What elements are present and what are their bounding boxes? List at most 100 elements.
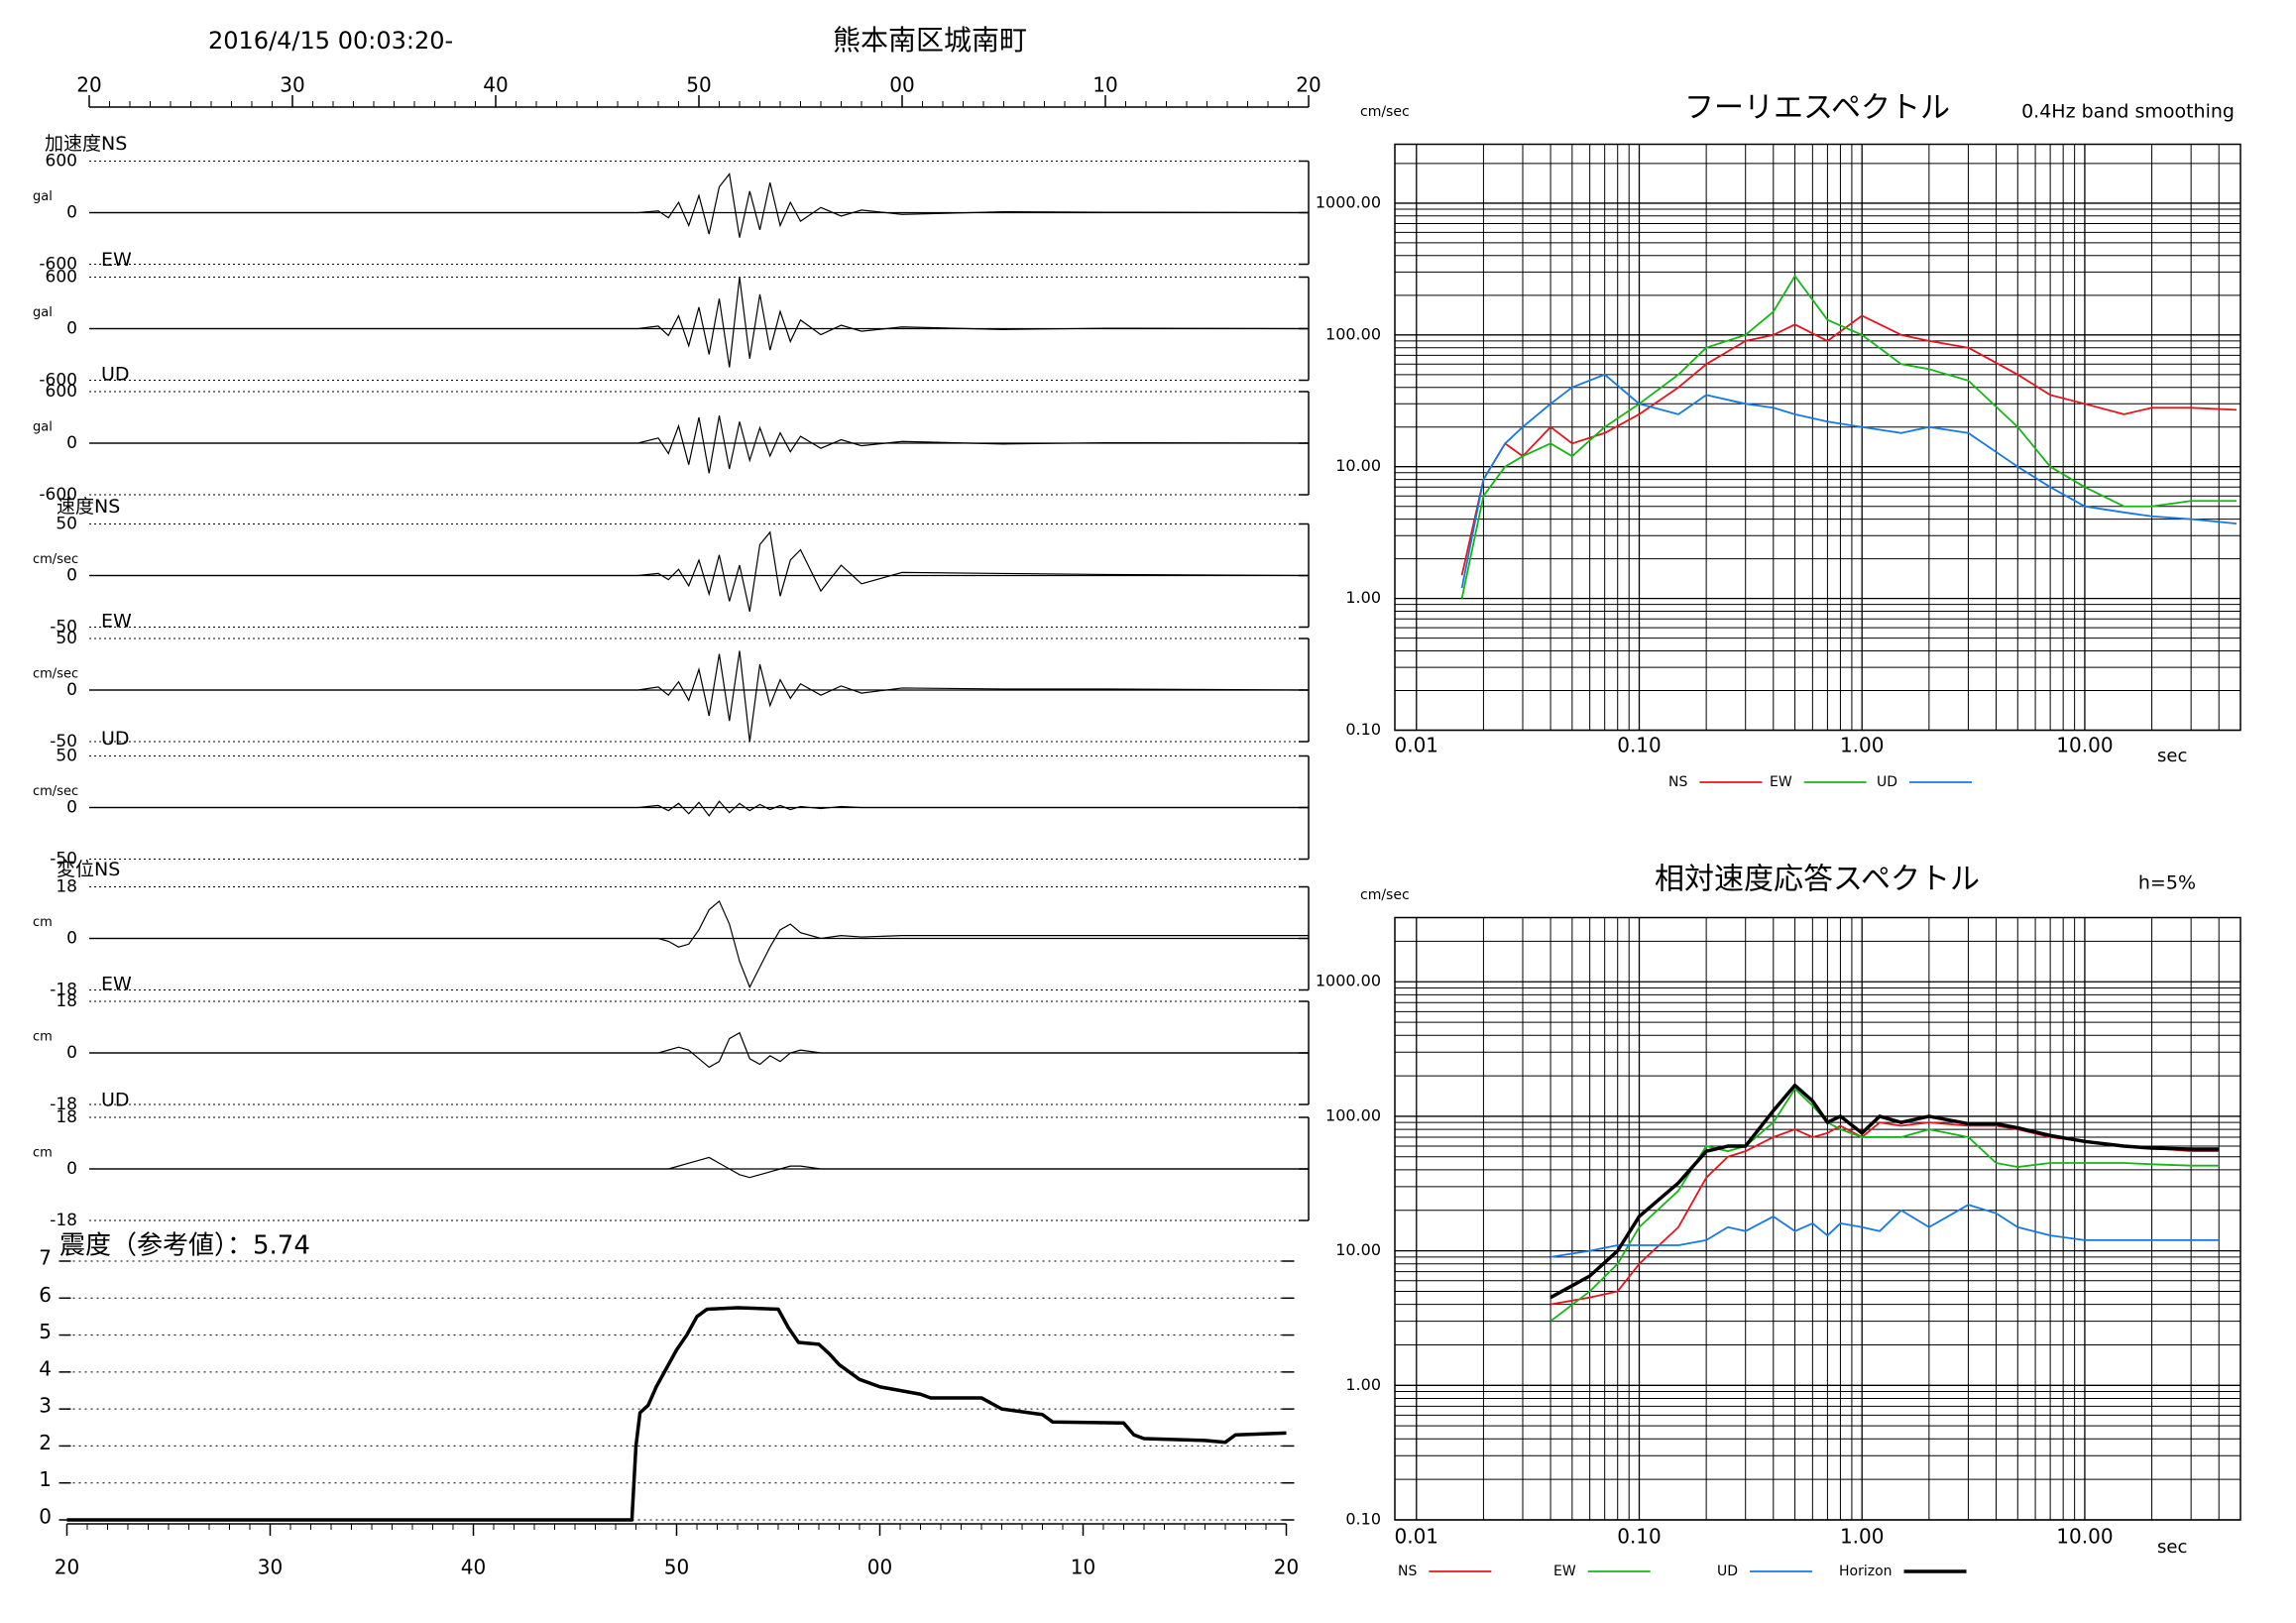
waveform-line xyxy=(89,530,1310,613)
y-tick-label: 0 xyxy=(66,1159,77,1179)
x-tick-label: 40 xyxy=(483,73,508,97)
waveform-line xyxy=(89,415,1310,474)
x-tick-label: 50 xyxy=(686,73,711,97)
legend-label: UD xyxy=(1717,1564,1738,1579)
y-tick-label: 18 xyxy=(56,991,77,1011)
y-tick-label: 0 xyxy=(39,1505,52,1529)
y-tick-label: 7 xyxy=(39,1246,52,1270)
unit-label: cm xyxy=(33,1030,53,1045)
legend-label: NS xyxy=(1398,1564,1417,1579)
waveform-line xyxy=(89,899,1309,989)
channel-label: UD xyxy=(101,364,130,386)
y-axis-label: cm/sec xyxy=(1360,887,1410,903)
x-tick-label: 10.00 xyxy=(2056,1525,2113,1549)
series-line xyxy=(1460,314,2238,576)
y-tick-label: 50 xyxy=(56,515,77,534)
y-tick-label: 3 xyxy=(39,1394,52,1418)
series-line xyxy=(1460,275,2238,599)
legend-label: UD xyxy=(1877,774,1897,790)
unit-label: cm xyxy=(33,1146,53,1161)
x-tick-label: 0.01 xyxy=(1395,1525,1439,1549)
x-tick-label: 00 xyxy=(889,73,914,97)
plot-frame xyxy=(1394,916,2241,1521)
x-tick-label: 30 xyxy=(258,1556,283,1579)
channel-label: 加速度NS xyxy=(45,133,127,155)
unit-label: cm/sec xyxy=(33,784,78,799)
y-tick-label: 1000.00 xyxy=(1316,972,1381,990)
y-tick-label: 100.00 xyxy=(1325,324,1381,343)
waveform-line xyxy=(89,800,1309,817)
y-tick-label: 50 xyxy=(56,629,77,648)
channel-label: EW xyxy=(101,611,132,633)
y-tick-label: 600 xyxy=(46,268,77,288)
waveform-line xyxy=(89,1031,1309,1069)
y-tick-label: 18 xyxy=(56,1107,77,1127)
y-tick-label: -50 xyxy=(50,618,77,638)
intensity-line xyxy=(66,1306,1287,1522)
unit-label: cm/sec xyxy=(33,552,78,567)
x-tick-label: 20 xyxy=(55,1556,79,1579)
y-tick-label: 0 xyxy=(66,1043,77,1063)
channel-label: 変位NS xyxy=(57,859,120,880)
waveform-line xyxy=(89,277,1310,368)
series-line xyxy=(1550,1083,2220,1300)
y-tick-label: 0 xyxy=(66,566,77,586)
y-tick-label: 0.10 xyxy=(1345,720,1381,739)
unit-label: gal xyxy=(33,189,53,204)
x-tick-label: 10 xyxy=(1071,1556,1095,1579)
station-title: 熊本南区城南町 xyxy=(833,24,1027,57)
legend-label: EW xyxy=(1553,1564,1576,1579)
y-tick-label: 0.10 xyxy=(1345,1510,1381,1529)
x-tick-label: 1.00 xyxy=(1840,734,1885,757)
plot-frame xyxy=(1394,143,2241,732)
chart-subtitle: 0.4Hz band smoothing xyxy=(2021,101,2235,123)
x-tick-label: 10.00 xyxy=(2056,734,2113,757)
y-tick-label: 1.00 xyxy=(1345,588,1381,607)
y-tick-label: -18 xyxy=(50,1095,77,1114)
y-tick-label: 1.00 xyxy=(1345,1375,1381,1394)
legend-label: NS xyxy=(1668,774,1687,790)
x-axis-label: sec xyxy=(2157,1537,2187,1558)
chart-subtitle: h=5% xyxy=(2138,872,2196,894)
x-tick-label: 0.01 xyxy=(1395,734,1439,757)
x-tick-label: 20 xyxy=(1274,1556,1299,1579)
x-tick-label: 0.10 xyxy=(1617,734,1662,757)
x-tick-label: 40 xyxy=(461,1556,486,1579)
channel-label: EW xyxy=(101,249,132,271)
y-tick-label: 18 xyxy=(56,877,77,897)
waveform-line xyxy=(89,173,1310,238)
y-tick-label: 0 xyxy=(66,680,77,700)
unit-label: cm xyxy=(33,915,53,930)
chart-title: フーリエスペクトル xyxy=(1684,91,1950,126)
unit-label: cm/sec xyxy=(33,667,78,682)
y-axis-label: cm/sec xyxy=(1360,104,1410,120)
waveform-line xyxy=(89,650,1310,743)
legend-label: Horizon xyxy=(1839,1564,1893,1579)
y-tick-label: -600 xyxy=(39,485,77,505)
y-tick-label: 4 xyxy=(39,1356,52,1380)
x-tick-label: 10 xyxy=(1092,73,1117,97)
x-tick-label: 0.10 xyxy=(1617,1525,1662,1549)
unit-label: gal xyxy=(33,420,53,435)
channel-label: 速度NS xyxy=(57,496,120,518)
y-tick-label: -50 xyxy=(50,850,77,869)
y-tick-label: 10.00 xyxy=(1335,456,1381,475)
y-tick-label: 2 xyxy=(39,1431,52,1454)
x-tick-label: 00 xyxy=(867,1556,892,1579)
y-tick-label: 1 xyxy=(39,1467,52,1491)
y-tick-label: 5 xyxy=(39,1320,52,1343)
channel-label: UD xyxy=(101,1090,130,1111)
series-line xyxy=(1550,1204,2220,1258)
y-tick-label: 0 xyxy=(66,433,77,453)
y-tick-label: 1000.00 xyxy=(1316,192,1381,211)
y-tick-label: -600 xyxy=(39,255,77,275)
legend-label: EW xyxy=(1770,774,1792,790)
x-tick-label: 30 xyxy=(280,73,304,97)
y-tick-label: 50 xyxy=(56,747,77,766)
y-tick-label: -18 xyxy=(50,1211,77,1230)
waveform-line xyxy=(89,1156,1309,1179)
channel-label: UD xyxy=(101,728,130,750)
datetime: 2016/4/15 00:03:20- xyxy=(208,27,453,55)
